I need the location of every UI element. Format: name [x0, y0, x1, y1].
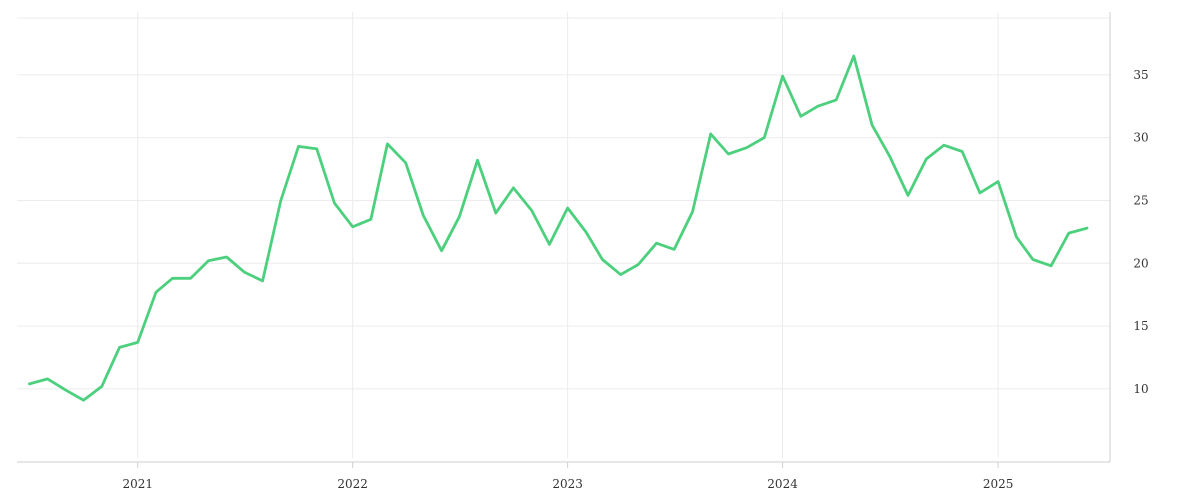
y-tick-label: 30	[1133, 131, 1148, 145]
y-tick-label: 35	[1133, 68, 1148, 82]
series-line	[27, 54, 1089, 402]
x-tick-label: 2025	[983, 477, 1014, 491]
y-tick-label: 20	[1133, 256, 1148, 270]
y-tick-label: 25	[1133, 193, 1148, 207]
x-tick-label: 2021	[122, 477, 153, 491]
grid-lines	[17, 12, 1110, 458]
x-tick-label: 2024	[767, 477, 798, 491]
x-tick-label: 2023	[552, 477, 583, 491]
y-tick-label: 10	[1133, 382, 1148, 396]
x-tick-label: 2022	[337, 477, 368, 491]
y-tick-label: 15	[1133, 319, 1148, 333]
